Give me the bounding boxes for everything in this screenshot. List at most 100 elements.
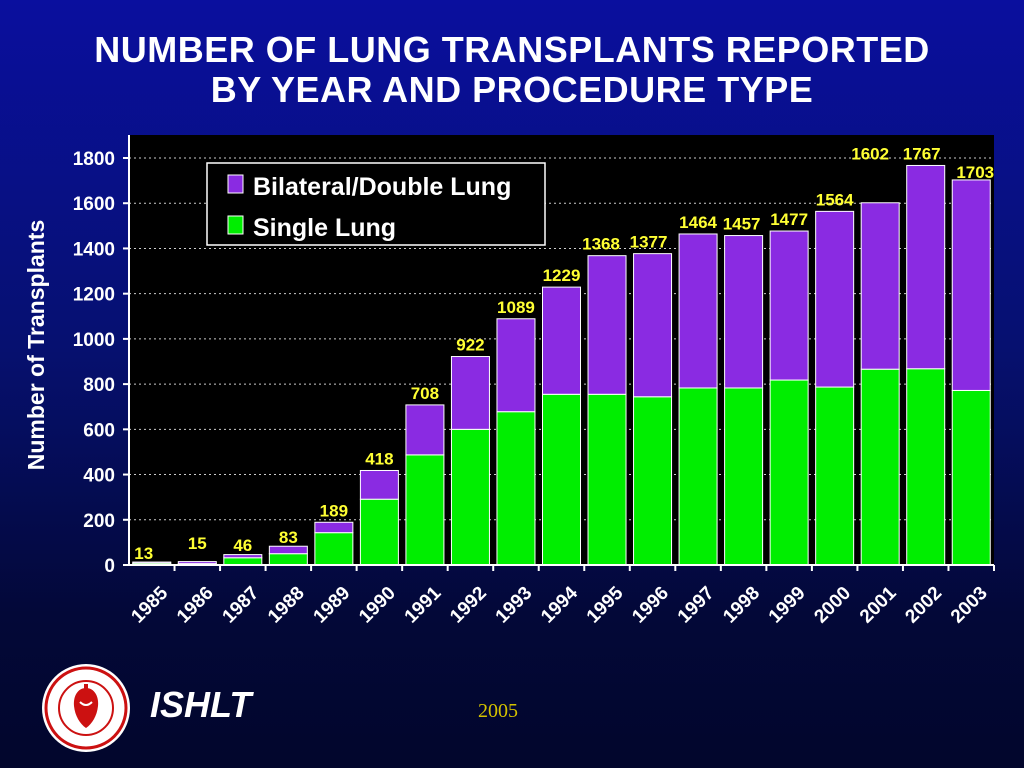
bar-single-lung xyxy=(860,368,900,566)
bar-bilateral-lung xyxy=(542,286,581,395)
y-tick-label: 800 xyxy=(83,375,115,396)
ishlt-seal-icon xyxy=(42,664,130,752)
x-tick-label: 1986 xyxy=(173,583,218,628)
chart-title: NUMBER OF LUNG TRANSPLANTS REPORTED BY Y… xyxy=(0,30,1024,110)
x-tick-label: 1994 xyxy=(537,582,582,627)
total-value-label: 1368 xyxy=(582,235,620,254)
y-tick-label: 1200 xyxy=(73,285,115,306)
legend-swatch-single xyxy=(227,215,244,235)
total-value-label: 1464 xyxy=(679,213,717,232)
bar-bilateral-lung xyxy=(177,561,217,565)
x-tick-label: 1997 xyxy=(674,583,719,628)
bar-bilateral-lung xyxy=(268,545,308,555)
x-tick-label: 1988 xyxy=(264,583,309,628)
y-tick-label: 400 xyxy=(83,466,115,487)
y-axis-ticks: 0 200 400 600 800 1000 1200 1400 1600 1800 xyxy=(73,149,129,577)
bar-single-lung xyxy=(359,498,399,566)
bar-bilateral-lung xyxy=(860,202,900,370)
footer-org-name: ISHLT xyxy=(150,684,252,725)
bar-single-lung xyxy=(450,428,490,566)
bar-bilateral-lung xyxy=(678,233,718,389)
total-value-label: 83 xyxy=(279,528,298,547)
bar-bilateral-lung xyxy=(587,255,627,395)
total-value-label: 15 xyxy=(188,534,207,553)
x-tick-label: 1993 xyxy=(492,583,537,628)
bar-single-lung xyxy=(405,454,445,566)
x-axis-ticks: 1985 1986 1987 1988 1989 1990 1991 1992 1993 1994… xyxy=(128,565,995,628)
bar-single-lung xyxy=(769,379,809,566)
bar-bilateral-lung xyxy=(633,253,673,398)
total-value-label: 1229 xyxy=(543,266,581,285)
x-tick-label: 1987 xyxy=(219,583,264,628)
bar-bilateral-lung xyxy=(951,179,991,391)
bar-single-lung xyxy=(678,387,718,566)
x-tick-label: 2002 xyxy=(901,583,946,628)
x-tick-label: 2003 xyxy=(947,583,992,628)
y-tick-label: 1000 xyxy=(73,330,115,351)
bar-single-lung xyxy=(633,396,673,566)
bar-bilateral-lung xyxy=(906,164,946,370)
bar-single-lung xyxy=(268,553,308,566)
x-tick-label: 1989 xyxy=(310,583,355,628)
total-value-label: 1457 xyxy=(723,215,761,234)
y-tick-label: 1600 xyxy=(73,194,115,215)
total-value-label: 1377 xyxy=(630,233,668,252)
x-tick-label: 1991 xyxy=(401,582,446,627)
bar-single-lung xyxy=(815,386,855,566)
bar-bilateral-lung xyxy=(132,561,172,564)
x-tick-label: 1995 xyxy=(583,582,628,627)
bar-bilateral-lung xyxy=(815,210,855,388)
total-value-label: 1089 xyxy=(497,298,535,317)
x-tick-label: 2000 xyxy=(810,583,855,628)
y-tick-label: 0 xyxy=(104,556,115,577)
total-value-label: 922 xyxy=(456,336,484,355)
x-tick-label: 1985 xyxy=(128,582,173,627)
y-axis-label: Number of Transplants xyxy=(23,220,49,470)
bar-bilateral-lung xyxy=(496,318,536,413)
total-value-label: 418 xyxy=(365,449,393,468)
y-tick-label: 200 xyxy=(83,511,115,532)
x-tick-label: 1998 xyxy=(719,583,764,628)
ishlt-logo xyxy=(40,662,132,759)
bar-bilateral-lung xyxy=(314,521,354,534)
bar-bilateral-lung xyxy=(769,230,809,381)
bar-single-lung xyxy=(724,387,764,566)
total-value-label: 189 xyxy=(320,501,348,520)
total-value-label: 1477 xyxy=(770,210,808,229)
bar-single-lung xyxy=(542,393,581,566)
legend: Bilateral/Double Lung Single Lung xyxy=(206,162,546,246)
bar-single-lung xyxy=(906,368,946,566)
bar-bilateral-lung xyxy=(450,356,490,430)
total-value-label: 1602 xyxy=(851,144,889,163)
total-value-label: 1564 xyxy=(816,190,854,209)
bar-bilateral-lung xyxy=(724,235,764,389)
bar-bilateral-lung xyxy=(405,404,445,456)
title-line-2: BY YEAR AND PROCEDURE TYPE xyxy=(210,69,814,110)
y-tick-label: 600 xyxy=(83,420,115,441)
title-line-1: NUMBER OF LUNG TRANSPLANTS REPORTED xyxy=(94,29,930,70)
x-tick-label: 1996 xyxy=(628,583,673,628)
legend-box xyxy=(206,162,546,246)
bar-single-lung xyxy=(587,393,627,566)
bars-group xyxy=(132,164,991,566)
x-tick-label: 2001 xyxy=(856,582,901,627)
legend-label-single: Single Lung xyxy=(253,214,396,242)
total-value-label: 708 xyxy=(411,384,439,403)
total-value-label: 1767 xyxy=(903,144,941,163)
x-tick-label: 1992 xyxy=(446,583,491,628)
y-tick-label: 1800 xyxy=(73,149,115,170)
bar-single-lung xyxy=(314,532,354,566)
y-tick-label: 1400 xyxy=(73,239,115,260)
bar-single-lung xyxy=(951,389,991,566)
x-tick-label: 1999 xyxy=(765,583,810,628)
legend-swatch-bilateral xyxy=(227,174,244,194)
bar-bilateral-lung xyxy=(223,554,263,559)
legend-label-bilateral: Bilateral/Double Lung xyxy=(253,173,511,201)
total-value-label: 46 xyxy=(233,536,252,555)
x-tick-label: 1990 xyxy=(355,583,400,628)
total-value-label: 1703 xyxy=(956,163,994,182)
bar-bilateral-lung xyxy=(359,469,399,500)
bar-single-lung xyxy=(223,557,263,566)
